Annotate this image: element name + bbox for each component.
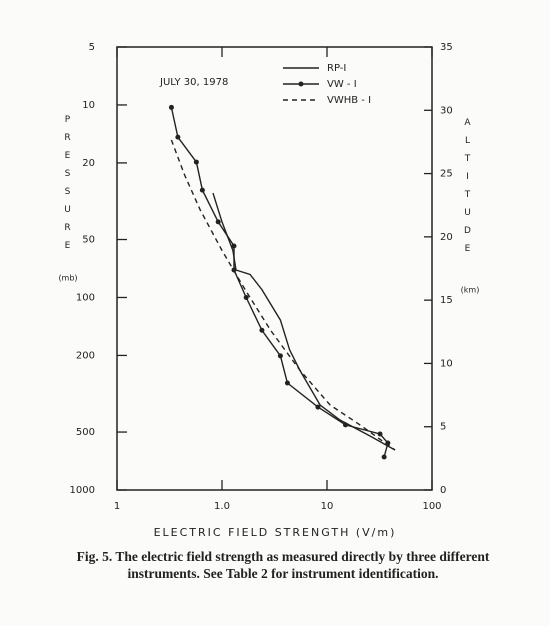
chart: JULY 30, 1978 ELECTRIC FIELD STRENGTH (V… <box>58 42 480 539</box>
y-tick-label: 100 <box>76 292 95 303</box>
series-marker <box>243 294 249 300</box>
x-tick-label: 100 <box>422 501 441 512</box>
y-axis-label: PRESSURE <box>63 115 73 259</box>
x-tick-label: 1.0 <box>214 501 230 512</box>
series-marker <box>215 219 221 225</box>
series-marker <box>175 134 181 140</box>
series-marker <box>277 353 283 359</box>
legend-marker <box>298 81 304 87</box>
annotation: JULY 30, 1978 <box>159 77 228 88</box>
y-tick-label: 20 <box>82 158 95 169</box>
y2-axis-label: ALTITUDE <box>463 118 473 262</box>
legend-label: RP-I <box>327 63 346 74</box>
series-marker <box>231 243 237 249</box>
series-marker <box>199 187 205 193</box>
x-axis-label: ELECTRIC FIELD STRENGTH (V/m) <box>154 526 397 539</box>
series-marker <box>168 104 174 110</box>
series-marker <box>284 380 290 386</box>
series-marker <box>259 327 265 333</box>
y2-axis-unit: (km) <box>461 286 480 295</box>
plot-frame <box>116 46 433 491</box>
series-line <box>170 107 389 458</box>
series-marker <box>193 159 199 165</box>
series-marker <box>377 431 383 437</box>
y2-tick-label: 20 <box>440 232 453 243</box>
caption: Fig. 5. The electric field strength as m… <box>76 549 490 581</box>
y2-tick-label: 0 <box>440 485 446 496</box>
y-tick-label: 5 <box>89 42 95 53</box>
y2-tick-label: 25 <box>440 169 453 180</box>
y2-tick-label: 5 <box>440 422 446 433</box>
series-marker <box>315 404 321 410</box>
x-tick-label: 1 <box>114 501 120 512</box>
y2-tick-label: 30 <box>440 105 453 116</box>
y2-tick-label: 10 <box>440 358 453 369</box>
y-tick-label: 200 <box>76 350 95 361</box>
y-axis-unit: (mb) <box>58 274 77 283</box>
series-marker <box>342 422 348 428</box>
y2-tick-label: 35 <box>440 42 453 53</box>
y-tick-label: 500 <box>76 427 95 438</box>
x-tick-label: 10 <box>321 501 334 512</box>
legend-label: VW - I <box>327 79 357 90</box>
y2-tick-label: 15 <box>440 295 453 306</box>
series-marker <box>381 454 387 460</box>
y-tick-label: 1000 <box>70 485 95 496</box>
legend-label: VWHB - I <box>327 95 371 106</box>
y-tick-label: 50 <box>82 235 95 246</box>
series-line <box>170 139 396 451</box>
series-line <box>212 192 396 451</box>
y-tick-label: 10 <box>82 100 95 111</box>
